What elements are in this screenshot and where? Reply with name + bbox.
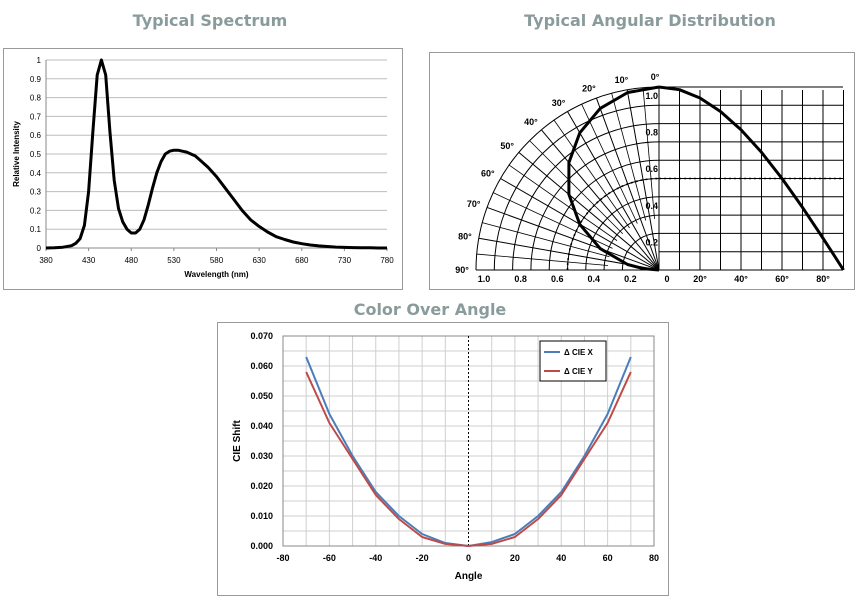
rect-curve: [658, 85, 845, 271]
polar-spoke-minor: [482, 222, 610, 258]
x-tick-label: -20: [416, 553, 429, 563]
y-tick-label: 0.8: [30, 94, 42, 103]
y-tick-label: 0.5: [30, 150, 42, 159]
radius-label: 0.6: [645, 164, 658, 174]
angular-panel: 0° 10° 20° 30° 40° 50° 60° 70° 80° 90° 0.2 0.4 0.6 0.…: [429, 52, 855, 290]
angle-label: 50°: [500, 141, 514, 151]
angle-label: 80°: [458, 231, 472, 241]
spectrum-line: [45, 58, 387, 250]
right-axis-label: 60°: [775, 274, 789, 284]
x-tick-label: -40: [369, 553, 382, 563]
polar-spoke-minor: [581, 103, 638, 224]
angle-label: 90°: [455, 265, 469, 275]
y-tick-label: 0.050: [250, 391, 273, 401]
polar-spoke: [518, 151, 660, 271]
half-intensity-arc: [566, 177, 660, 271]
y-tick-label: 0.1: [30, 225, 42, 234]
polar-spoke: [540, 129, 660, 271]
angle-label: 20°: [582, 84, 596, 94]
left-axis-label: 0.2: [624, 274, 637, 284]
polar-spoke-minor: [529, 140, 624, 235]
x-axis-label: Angle: [455, 571, 483, 582]
x-tick-label: -60: [323, 553, 336, 563]
spectrum-panel: 0 0.1 0.2 0.3 0.4 0.5 0.6 0.7 0.8 0.9 1 380 430 480 53…: [3, 48, 403, 290]
y-tick-label: 0.020: [250, 481, 273, 491]
y-tick-label: 0.010: [250, 511, 273, 521]
polar-spoke-minor: [642, 87, 655, 219]
angle-label: 10°: [615, 75, 629, 85]
angular-title: Typical Angular Distribution: [524, 11, 776, 30]
x-axis-label: Wavelength (nm): [184, 270, 248, 279]
spectrum-title: Typical Spectrum: [132, 11, 288, 30]
x-tick-label: 80: [649, 553, 659, 563]
angle-label: 30°: [552, 98, 566, 108]
polar-spoke-minor: [553, 119, 630, 229]
left-axis-label: 0.4: [588, 274, 601, 284]
x-tick-label: 60: [603, 553, 613, 563]
x-tick-label: 530: [167, 256, 181, 265]
x-tick-label: 20: [510, 553, 520, 563]
radius-label: 0.2: [645, 237, 658, 247]
y-tick-label: 0.060: [250, 361, 273, 371]
y-axis-label: CIE Shift: [232, 420, 243, 462]
x-tick-label: 380: [39, 256, 53, 265]
radius-label: 1.0: [645, 91, 658, 101]
left-axis-label: 0: [664, 274, 669, 284]
y-tick-label: 0: [37, 244, 42, 253]
y-tick-label: 0.6: [30, 131, 42, 140]
x-tick-label: 40: [556, 553, 566, 563]
angle-label: 60°: [481, 169, 495, 179]
cie-chart: 0.000 0.010 0.020 0.030 0.040 0.050 0.060 0.070…: [232, 331, 659, 582]
angle-label: 70°: [467, 199, 481, 209]
y-tick-label: 0.3: [30, 188, 42, 197]
y-axis-label: Relative Intensity: [12, 121, 21, 187]
x-tick-label: 630: [252, 256, 266, 265]
polar-spoke-minor: [508, 164, 618, 241]
angular-chart: 0° 10° 20° 30° 40° 50° 60° 70° 80° 90° 0.2 0.4 0.6 0.…: [455, 72, 845, 284]
polar-spoke-minor: [476, 253, 608, 266]
x-tick-label: 580: [210, 256, 224, 265]
polar-spoke-minor: [611, 93, 647, 221]
x-tick-label: 430: [82, 256, 96, 265]
angle-label: 0°: [651, 72, 660, 82]
polar-spoke: [626, 89, 660, 271]
y-tick-label: 1: [37, 56, 42, 65]
radius-label: 0.4: [645, 201, 658, 211]
right-axis-label: 20°: [693, 274, 707, 284]
right-axis-label: 40°: [734, 274, 748, 284]
polar-curve: [567, 85, 660, 272]
legend-label: Δ CIE Y: [564, 367, 593, 376]
series-line-2: [305, 371, 632, 547]
left-axis-label: 0.8: [514, 274, 527, 284]
y-tick-label: 0.9: [30, 75, 42, 84]
right-axis-label: 80°: [816, 274, 830, 284]
x-tick-label: 0: [466, 553, 471, 563]
y-tick-label: 0.7: [30, 112, 42, 121]
color-title: Color Over Angle: [353, 300, 507, 319]
left-axis-label: 0.6: [551, 274, 564, 284]
angle-label: 40°: [524, 117, 538, 127]
x-tick-label: 680: [295, 256, 309, 265]
color-panel: 0.000 0.010 0.020 0.030 0.040 0.050 0.060 0.070…: [217, 322, 669, 596]
left-axis-label: 1.0: [478, 274, 491, 284]
y-tick-label: 0.040: [250, 421, 273, 431]
x-tick-label: 730: [338, 256, 352, 265]
y-tick-label: 0.4: [30, 169, 42, 178]
y-tick-label: 0.030: [250, 451, 273, 461]
legend-label: Δ CIE X: [564, 348, 594, 357]
legend-box: [539, 340, 607, 382]
x-tick-label: -80: [276, 553, 289, 563]
y-tick-label: 0.2: [30, 206, 42, 215]
x-tick-label: 480: [125, 256, 139, 265]
spectrum-chart: 0 0.1 0.2 0.3 0.4 0.5 0.6 0.7 0.8 0.9 1 380 430 480 53…: [12, 56, 394, 279]
radius-label: 0.8: [645, 128, 658, 138]
x-tick-label: 780: [380, 256, 394, 265]
y-tick-label: 0.000: [250, 541, 273, 551]
y-tick-label: 0.070: [250, 331, 273, 341]
